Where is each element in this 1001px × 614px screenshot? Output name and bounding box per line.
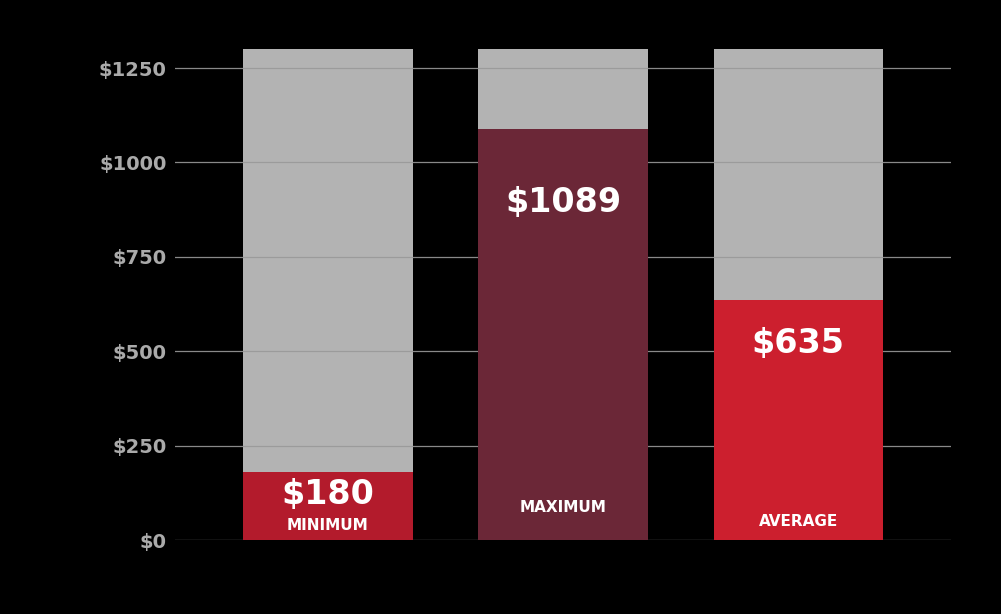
Bar (243, 472, 412, 540)
Text: MAXIMUM: MAXIMUM (520, 500, 607, 515)
Bar (243, 49, 412, 540)
Bar (478, 129, 648, 540)
Bar (714, 300, 883, 540)
Text: MINIMUM: MINIMUM (287, 518, 368, 533)
Text: AVERAGE: AVERAGE (759, 514, 838, 529)
Text: $635: $635 (752, 327, 845, 360)
Bar (714, 49, 883, 540)
Text: $180: $180 (281, 478, 374, 511)
Text: $1089: $1089 (505, 187, 622, 219)
Bar (478, 49, 648, 540)
